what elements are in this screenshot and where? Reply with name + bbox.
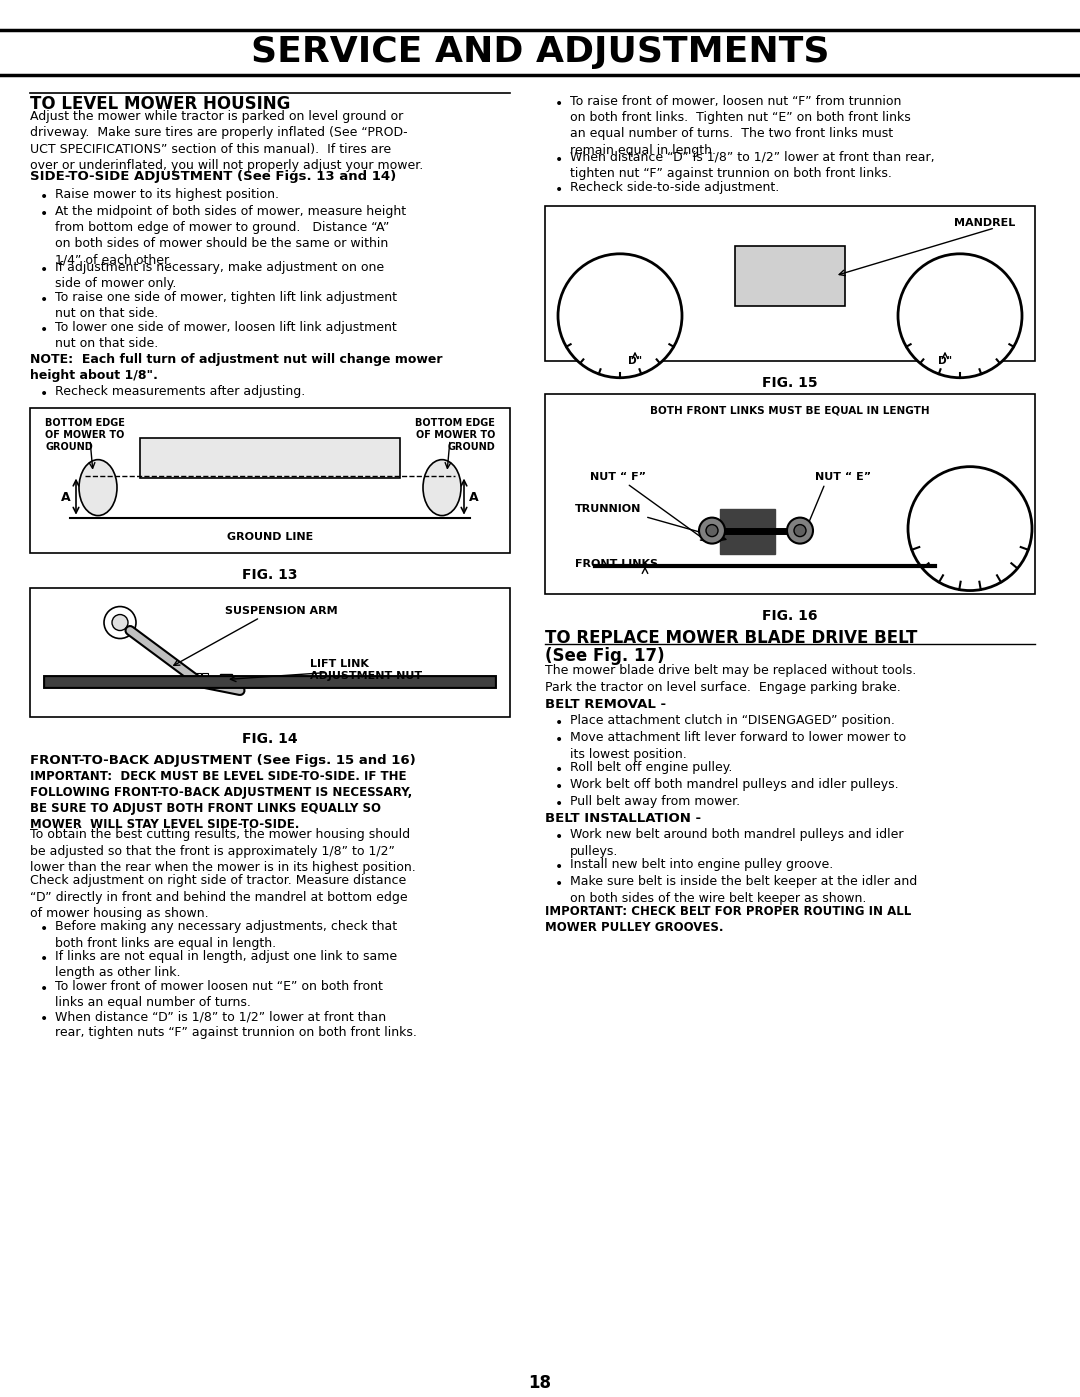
Text: •: •: [555, 798, 564, 812]
Text: •: •: [555, 861, 564, 875]
Text: •: •: [555, 152, 564, 166]
Text: D": D": [627, 356, 643, 366]
Text: •: •: [555, 763, 564, 777]
Text: Work belt off both mandrel pulleys and idler pulleys.: Work belt off both mandrel pulleys and i…: [570, 778, 899, 792]
Circle shape: [794, 525, 806, 536]
Text: NUT “ E”: NUT “ E”: [815, 472, 872, 482]
Text: FIG. 15: FIG. 15: [762, 376, 818, 390]
Text: BOTTOM EDGE
OF MOWER TO
GROUND: BOTTOM EDGE OF MOWER TO GROUND: [415, 418, 495, 453]
Text: FIG. 16: FIG. 16: [762, 609, 818, 623]
Text: BOTH FRONT LINKS MUST BE EQUAL IN LENGTH: BOTH FRONT LINKS MUST BE EQUAL IN LENGTH: [650, 405, 930, 416]
Text: FIG. 13: FIG. 13: [242, 567, 298, 581]
Circle shape: [897, 254, 1022, 377]
Text: Check adjustment on right side of tractor. Measure distance
“D” directly in fron: Check adjustment on right side of tracto…: [30, 875, 407, 919]
Text: •: •: [555, 96, 564, 110]
Bar: [195, 673, 201, 679]
Bar: [735, 246, 845, 306]
Text: LIFT LINK
ADJUSTMENT NUT: LIFT LINK ADJUSTMENT NUT: [310, 659, 422, 682]
Text: •: •: [555, 733, 564, 747]
Text: Recheck side-to-side adjustment.: Recheck side-to-side adjustment.: [570, 180, 780, 194]
FancyBboxPatch shape: [545, 205, 1035, 360]
Text: BELT INSTALLATION -: BELT INSTALLATION -: [545, 813, 701, 826]
Bar: [202, 673, 208, 679]
Text: •: •: [40, 190, 49, 204]
Text: D": D": [937, 356, 953, 366]
Text: To lower front of mower loosen nut “E” on both front
links an equal number of tu: To lower front of mower loosen nut “E” o…: [55, 981, 383, 1010]
Text: NOTE:  Each full turn of adjustment nut will change mower
height about 1/8".: NOTE: Each full turn of adjustment nut w…: [30, 352, 443, 381]
FancyBboxPatch shape: [545, 394, 1035, 594]
Text: SUSPENSION ARM: SUSPENSION ARM: [225, 605, 338, 616]
Text: Adjust the mower while tractor is parked on level ground or
driveway.  Make sure: Adjust the mower while tractor is parked…: [30, 110, 423, 172]
Text: •: •: [40, 323, 49, 337]
Circle shape: [104, 606, 136, 638]
Text: If links are not equal in length, adjust one link to same
length as other link.: If links are not equal in length, adjust…: [55, 950, 397, 979]
Circle shape: [558, 254, 681, 377]
Text: Make sure belt is inside the belt keeper at the idler and
on both sides of the w: Make sure belt is inside the belt keeper…: [570, 876, 917, 904]
Text: TO REPLACE MOWER BLADE DRIVE BELT: TO REPLACE MOWER BLADE DRIVE BELT: [545, 629, 917, 647]
Bar: [140, 437, 400, 478]
Text: At the midpoint of both sides of mower, measure height
from bottom edge of mower: At the midpoint of both sides of mower, …: [55, 205, 406, 267]
Text: FRONT-TO-BACK ADJUSTMENT (See Figs. 15 and 16): FRONT-TO-BACK ADJUSTMENT (See Figs. 15 a…: [30, 754, 416, 767]
Text: 18: 18: [528, 1375, 552, 1391]
Text: •: •: [555, 830, 564, 844]
Text: Pull belt away from mower.: Pull belt away from mower.: [570, 795, 740, 809]
Text: •: •: [40, 922, 49, 936]
Text: A: A: [62, 492, 71, 504]
Text: •: •: [40, 1013, 49, 1027]
Circle shape: [908, 467, 1032, 591]
Text: GROUND LINE: GROUND LINE: [227, 532, 313, 542]
Text: •: •: [555, 877, 564, 891]
Circle shape: [787, 518, 813, 543]
Text: To lower one side of mower, loosen lift link adjustment
nut on that side.: To lower one side of mower, loosen lift …: [55, 321, 396, 351]
Text: •: •: [40, 953, 49, 967]
Ellipse shape: [79, 460, 117, 515]
Text: BELT REMOVAL -: BELT REMOVAL -: [545, 698, 666, 711]
Text: •: •: [555, 781, 564, 795]
FancyBboxPatch shape: [30, 408, 510, 553]
Text: IMPORTANT: CHECK BELT FOR PROPER ROUTING IN ALL
MOWER PULLEY GROOVES.: IMPORTANT: CHECK BELT FOR PROPER ROUTING…: [545, 905, 912, 935]
Text: Work new belt around both mandrel pulleys and idler
pulleys.: Work new belt around both mandrel pulley…: [570, 828, 904, 858]
Text: IMPORTANT:  DECK MUST BE LEVEL SIDE-TO-SIDE. IF THE
FOLLOWING FRONT-TO-BACK ADJU: IMPORTANT: DECK MUST BE LEVEL SIDE-TO-SI…: [30, 770, 413, 831]
Text: Roll belt off engine pulley.: Roll belt off engine pulley.: [570, 761, 732, 774]
Text: TRUNNION: TRUNNION: [575, 503, 642, 514]
Text: FIG. 14: FIG. 14: [242, 732, 298, 746]
Text: When distance “D” is 1/8” to 1/2” lower at front than
rear, tighten nuts “F” aga: When distance “D” is 1/8” to 1/2” lower …: [55, 1010, 417, 1039]
Text: Install new belt into engine pulley groove.: Install new belt into engine pulley groo…: [570, 858, 834, 872]
Text: Place attachment clutch in “DISENGAGED” position.: Place attachment clutch in “DISENGAGED” …: [570, 714, 895, 728]
Text: MANDREL: MANDREL: [954, 218, 1015, 228]
FancyBboxPatch shape: [30, 588, 510, 718]
Text: Before making any necessary adjustments, check that
both front links are equal i: Before making any necessary adjustments,…: [55, 921, 397, 950]
Text: BOTTOM EDGE
OF MOWER TO
GROUND: BOTTOM EDGE OF MOWER TO GROUND: [45, 418, 125, 453]
Text: Raise mower to its highest position.: Raise mower to its highest position.: [55, 187, 279, 201]
Text: SERVICE AND ADJUSTMENTS: SERVICE AND ADJUSTMENTS: [251, 35, 829, 68]
Text: •: •: [555, 717, 564, 731]
Text: To raise one side of mower, tighten lift link adjustment
nut on that side.: To raise one side of mower, tighten lift…: [55, 291, 397, 320]
Text: To obtain the best cutting results, the mower housing should
be adjusted so that: To obtain the best cutting results, the …: [30, 828, 416, 873]
Text: •: •: [555, 183, 564, 197]
Text: When distance “D” is 1/8” to 1/2” lower at front than rear,
tighten nut “F” agai: When distance “D” is 1/8” to 1/2” lower …: [570, 151, 934, 180]
Circle shape: [699, 518, 725, 543]
Text: Move attachment lift lever forward to lower mower to
its lowest position.: Move attachment lift lever forward to lo…: [570, 732, 906, 760]
Text: (See Fig. 17): (See Fig. 17): [545, 647, 664, 665]
Ellipse shape: [423, 460, 461, 515]
Bar: [220, 675, 232, 690]
Text: SIDE-TO-SIDE ADJUSTMENT (See Figs. 13 and 14): SIDE-TO-SIDE ADJUSTMENT (See Figs. 13 an…: [30, 170, 396, 183]
Circle shape: [706, 525, 718, 536]
Text: •: •: [40, 263, 49, 277]
Text: •: •: [40, 293, 49, 307]
Text: •: •: [40, 387, 49, 401]
Text: Recheck measurements after adjusting.: Recheck measurements after adjusting.: [55, 384, 306, 398]
Text: •: •: [40, 982, 49, 996]
Text: TO LEVEL MOWER HOUSING: TO LEVEL MOWER HOUSING: [30, 95, 291, 113]
Text: The mower blade drive belt may be replaced without tools.
Park the tractor on le: The mower blade drive belt may be replac…: [545, 665, 916, 694]
Text: NUT “ F”: NUT “ F”: [590, 472, 646, 482]
Text: If adjustment is necessary, make adjustment on one
side of mower only.: If adjustment is necessary, make adjustm…: [55, 261, 384, 291]
Circle shape: [112, 615, 129, 630]
Polygon shape: [720, 509, 775, 553]
Text: FRONT LINKS: FRONT LINKS: [575, 559, 658, 569]
Text: To raise front of mower, loosen nut “F” from trunnion
on both front links.  Tigh: To raise front of mower, loosen nut “F” …: [570, 95, 910, 156]
Text: •: •: [40, 207, 49, 221]
Text: A: A: [469, 492, 478, 504]
